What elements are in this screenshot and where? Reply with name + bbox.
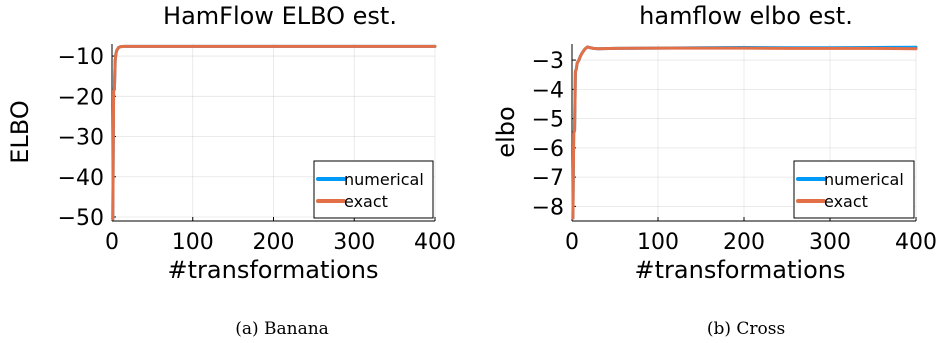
y-tick-label: −6 <box>532 137 564 162</box>
legend-box <box>793 160 915 219</box>
y-axis-label: elbo <box>492 106 520 157</box>
chart-title: hamflow elbo est. <box>639 2 853 30</box>
y-tick-label: −30 <box>58 126 104 151</box>
y-tick-label: −3 <box>532 49 564 74</box>
y-tick-label: −5 <box>532 108 564 133</box>
legend-label-numerical: numerical <box>824 170 904 189</box>
y-tick-label: −20 <box>58 85 104 110</box>
chart-title: HamFlow ELBO est. <box>163 2 397 30</box>
x-axis-label: #transformations <box>168 256 379 284</box>
legend-label-exact: exact <box>824 192 868 211</box>
legend-label-numerical: numerical <box>344 170 424 189</box>
x-axis-label: #transformations <box>635 256 846 284</box>
y-tick-label: −10 <box>58 45 104 70</box>
legend-label-exact: exact <box>344 192 388 211</box>
series-line-exact <box>571 45 918 220</box>
x-tick-label: 300 <box>809 230 851 255</box>
legend-box <box>313 160 434 219</box>
x-tick-label: 100 <box>637 230 679 255</box>
x-tick-label: 0 <box>105 230 119 255</box>
x-tick-label: 200 <box>253 230 295 255</box>
x-tick-label: 0 <box>565 230 579 255</box>
banana-elbo-panel: 0 100 200 300 400 −50 −40 −30 −20 −10 HamFlow ELBO… <box>6 2 456 339</box>
y-tick-label: −50 <box>58 206 104 231</box>
x-tick-label: 400 <box>414 230 456 255</box>
figure-caption: (a) Banana <box>235 319 329 339</box>
y-tick-label: −40 <box>58 166 104 191</box>
figure-caption: (b) Cross <box>707 319 785 339</box>
x-tick-label: 400 <box>895 230 937 255</box>
y-axis-label: ELBO <box>6 100 34 163</box>
y-tick-label: −8 <box>532 195 564 220</box>
y-tick-label: −7 <box>532 166 564 191</box>
series-line-exact <box>111 44 437 221</box>
legend: numerical exact <box>313 160 434 219</box>
y-tick-label: −4 <box>532 78 564 103</box>
x-tick-label: 200 <box>723 230 765 255</box>
legend: numerical exact <box>793 160 915 219</box>
x-tick-label: 300 <box>333 230 375 255</box>
x-tick-label: 100 <box>172 230 214 255</box>
cross-elbo-panel: 0 100 200 300 400 −8 −7 −6 −5 −4 −3 hamflow elbo es… <box>492 2 937 339</box>
